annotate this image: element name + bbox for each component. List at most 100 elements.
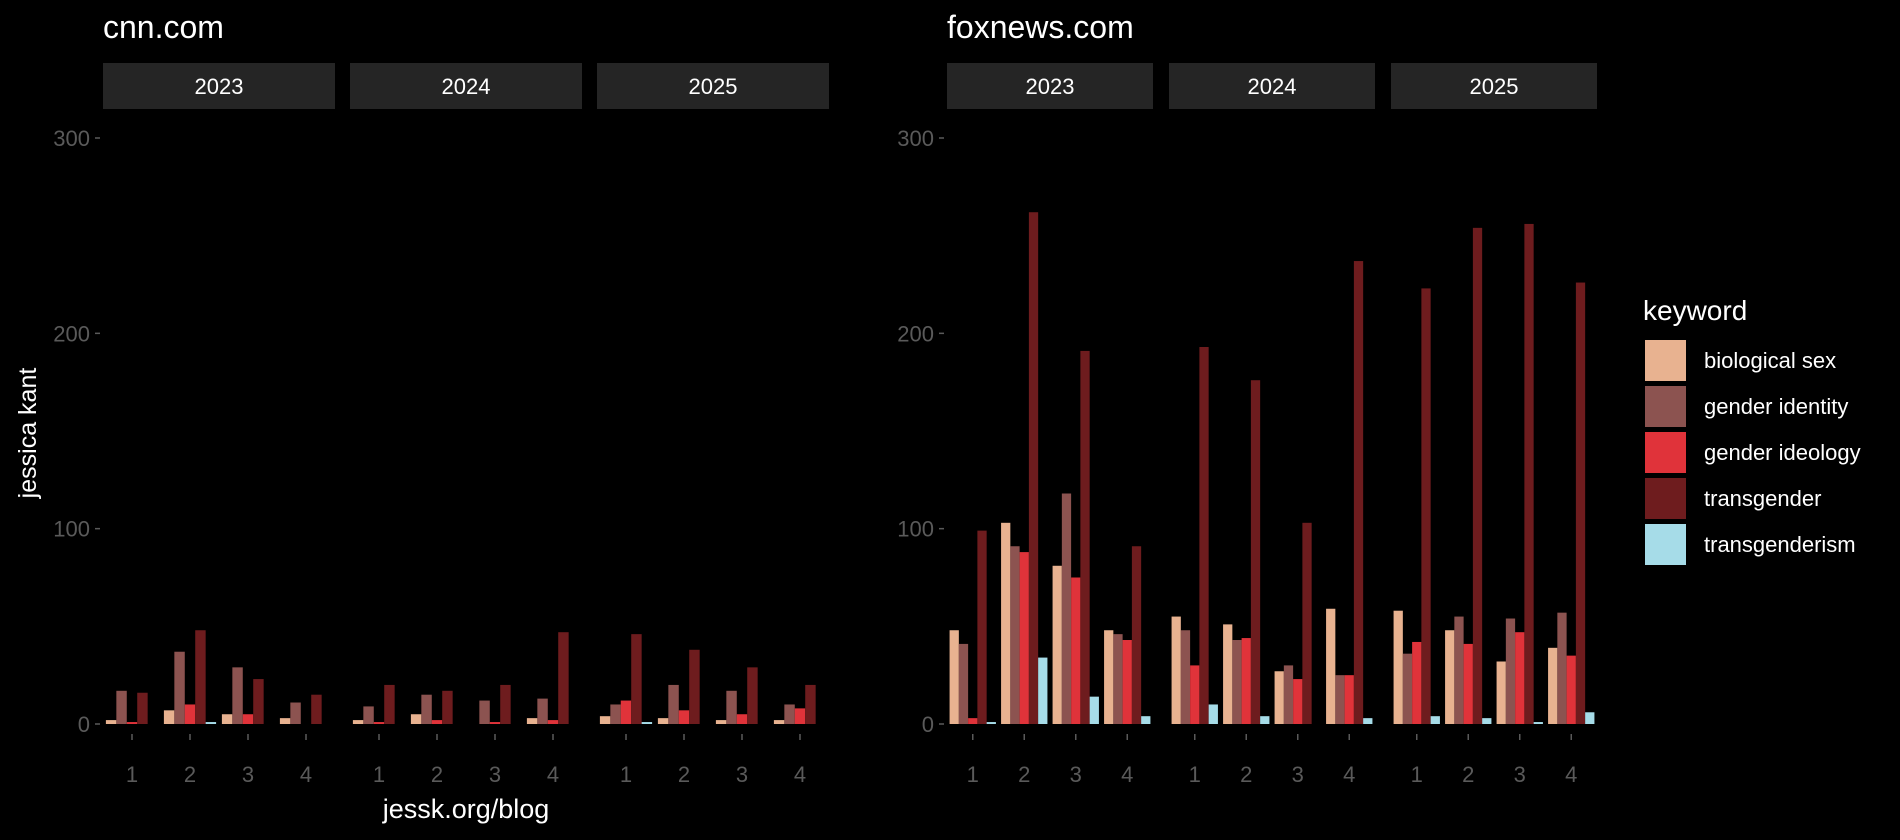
bar-gender-ideology <box>1463 643 1473 724</box>
facet-strip <box>103 63 335 109</box>
bar-gender-identity <box>421 694 432 724</box>
bar-transgender <box>500 684 511 724</box>
bar-transgender <box>631 634 642 724</box>
facet-strip <box>597 63 829 109</box>
bar-gender-ideology <box>794 708 806 724</box>
facet-strip-label: 2024 <box>1248 74 1297 99</box>
bar-biological-sex <box>949 630 959 724</box>
x-tick-label: 4 <box>1121 762 1133 787</box>
bar-gender-identity <box>1283 665 1294 724</box>
bar-gender-identity <box>1505 618 1516 724</box>
bar-biological-sex <box>715 720 727 724</box>
bar-gender-identity <box>1557 612 1567 724</box>
bar-transgenderism <box>641 722 653 724</box>
bar-gender-identity <box>1335 675 1345 724</box>
bar-gender-ideology <box>547 720 559 724</box>
x-tick-label: 3 <box>736 762 748 787</box>
x-tick-label: 1 <box>620 762 632 787</box>
x-tick-label: 3 <box>242 762 254 787</box>
bar-biological-sex <box>279 718 291 724</box>
bar-gender-ideology <box>1190 665 1200 724</box>
bar-transgender <box>1250 380 1261 724</box>
bar-gender-identity <box>116 690 127 724</box>
y-tick-label: 200 <box>53 321 90 346</box>
x-tick-label: 1 <box>1411 762 1423 787</box>
bar-transgender <box>137 692 148 724</box>
x-tick-label: 4 <box>794 762 806 787</box>
y-tick-label: 100 <box>53 517 90 542</box>
bar-biological-sex <box>1223 624 1233 724</box>
bar-transgender <box>1199 347 1209 724</box>
bar-transgender <box>1421 288 1431 724</box>
legend: keyword biological sex gender identity gend… <box>1643 295 1861 565</box>
y-axis-label: jessica kant <box>14 368 42 500</box>
bar-gender-ideology <box>1566 655 1576 724</box>
bar-gender-identity <box>1180 630 1191 724</box>
x-tick-label: 1 <box>967 762 979 787</box>
bar-gender-ideology <box>184 704 196 724</box>
bar-transgender <box>1028 212 1039 724</box>
bar-gender-ideology <box>1071 577 1081 724</box>
y-tick-label: 100 <box>897 517 934 542</box>
x-tick-label: 2 <box>678 762 690 787</box>
x-tick-label: 3 <box>1070 762 1082 787</box>
x-tick-label: 4 <box>1343 762 1355 787</box>
x-tick-label: 1 <box>1189 762 1201 787</box>
bar-gender-identity <box>1232 640 1242 724</box>
x-tick-label: 3 <box>489 762 501 787</box>
bar-gender-identity <box>784 704 795 724</box>
bar-gender-ideology <box>489 722 501 724</box>
legend-label: gender identity <box>1704 394 1848 419</box>
bar-gender-identity <box>1454 616 1464 724</box>
panels-layer: cnn.com 0 100 200 300 2023 1 2 3 4 2024 1 2 3 4 2025 1 2 3… <box>53 9 1597 787</box>
facet-strip-label: 2025 <box>689 74 738 99</box>
y-tick-label: 0 <box>78 712 90 737</box>
bar-gender-ideology <box>1241 638 1251 724</box>
legend-swatch <box>1645 340 1686 381</box>
x-tick-label: 3 <box>1292 762 1304 787</box>
bar-biological-sex <box>1496 661 1506 724</box>
bar-transgender <box>1524 223 1534 725</box>
bar-transgenderism <box>1585 712 1595 724</box>
bar-transgender <box>1302 522 1312 724</box>
bar-transgender <box>977 530 987 724</box>
bar-gender-ideology <box>1515 632 1525 724</box>
bar-biological-sex <box>352 720 364 724</box>
bar-gender-identity <box>479 700 490 724</box>
x-tick-label: 2 <box>1018 762 1030 787</box>
bar-transgenderism <box>1533 722 1543 724</box>
bar-gender-identity <box>610 704 621 724</box>
bar-biological-sex <box>1548 647 1558 724</box>
bar-biological-sex <box>526 718 538 724</box>
bar-transgender <box>689 649 700 724</box>
bar-transgenderism <box>1208 704 1218 724</box>
bar-biological-sex <box>1326 608 1336 724</box>
x-axis-label: jessk.org/blog <box>382 794 550 824</box>
bar-transgender <box>253 679 264 724</box>
facet-strip <box>947 63 1153 109</box>
panel-title: cnn.com <box>103 9 224 45</box>
x-tick-label: 2 <box>1240 762 1252 787</box>
y-tick-label: 0 <box>922 712 934 737</box>
bar-gender-ideology <box>373 722 385 724</box>
bar-gender-identity <box>1010 546 1020 724</box>
facet-strip-label: 2023 <box>195 74 244 99</box>
bar-biological-sex <box>1104 630 1114 724</box>
bar-transgender <box>1080 350 1090 724</box>
bar-transgender <box>805 684 816 724</box>
legend-label: transgenderism <box>1704 532 1856 557</box>
bar-gender-ideology <box>968 718 978 724</box>
facet-strip-label: 2024 <box>442 74 491 99</box>
y-tick-label: 300 <box>897 126 934 151</box>
bar-biological-sex <box>1393 610 1403 724</box>
bar-transgenderism <box>205 722 217 724</box>
bar-gender-ideology <box>620 700 632 724</box>
legend-label: gender ideology <box>1704 440 1861 465</box>
bar-transgender <box>1575 282 1586 724</box>
bar-gender-identity <box>958 643 969 724</box>
bar-gender-ideology <box>736 714 748 724</box>
bar-gender-identity <box>174 651 185 724</box>
y-tick-label: 300 <box>53 126 90 151</box>
bar-gender-identity <box>668 684 679 724</box>
bar-gender-identity <box>1402 653 1413 724</box>
